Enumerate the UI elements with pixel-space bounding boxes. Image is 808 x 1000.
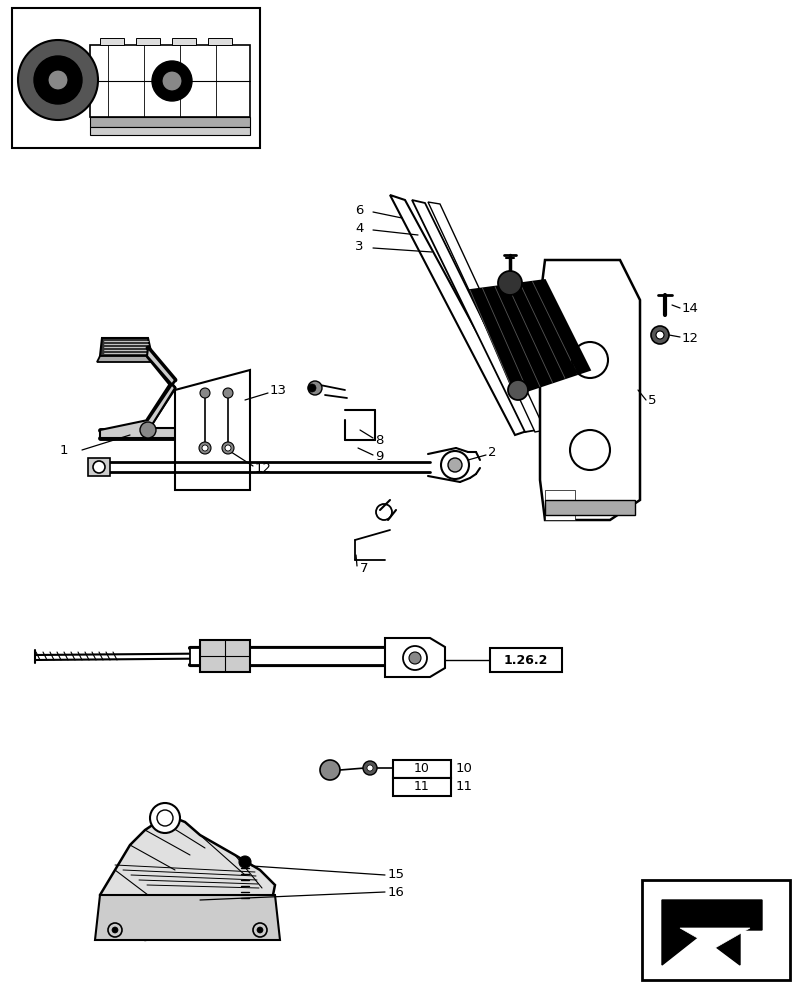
Circle shape: [498, 271, 522, 295]
Circle shape: [308, 384, 316, 392]
Text: 10: 10: [456, 762, 473, 776]
Text: 4: 4: [355, 222, 364, 234]
Bar: [490, 648, 562, 672]
Circle shape: [140, 422, 156, 438]
Bar: [545, 500, 635, 515]
Circle shape: [448, 458, 462, 472]
Circle shape: [34, 56, 82, 104]
Text: 15: 15: [388, 868, 405, 882]
Text: 1.26.2: 1.26.2: [504, 654, 548, 666]
Bar: [12, 8, 260, 148]
Text: 11: 11: [415, 780, 430, 794]
Text: 10: 10: [414, 762, 430, 776]
Circle shape: [651, 326, 669, 344]
Circle shape: [112, 927, 118, 933]
Text: 11: 11: [456, 780, 473, 794]
Polygon shape: [545, 490, 575, 520]
Circle shape: [257, 927, 263, 933]
Polygon shape: [100, 348, 182, 438]
Bar: [208, 38, 232, 45]
Circle shape: [239, 856, 251, 868]
Text: 14: 14: [682, 302, 699, 314]
Circle shape: [93, 461, 105, 473]
Circle shape: [18, 40, 98, 120]
Text: 2: 2: [488, 446, 496, 460]
Polygon shape: [190, 648, 390, 665]
Circle shape: [656, 331, 664, 339]
Circle shape: [508, 380, 528, 400]
Circle shape: [409, 652, 421, 664]
Bar: [100, 38, 124, 45]
Circle shape: [367, 765, 373, 771]
Polygon shape: [95, 895, 280, 940]
Circle shape: [225, 445, 231, 451]
Polygon shape: [100, 338, 152, 356]
Polygon shape: [540, 260, 640, 520]
Bar: [136, 117, 160, 124]
Bar: [172, 117, 196, 124]
Bar: [136, 38, 160, 45]
Circle shape: [223, 388, 233, 398]
Polygon shape: [470, 280, 590, 395]
Polygon shape: [100, 818, 275, 940]
Polygon shape: [175, 370, 250, 490]
Bar: [90, 127, 250, 135]
Bar: [100, 117, 124, 124]
Text: 6: 6: [355, 204, 364, 217]
Bar: [393, 778, 451, 796]
Circle shape: [308, 381, 322, 395]
Polygon shape: [680, 928, 750, 948]
Polygon shape: [385, 638, 445, 677]
Circle shape: [200, 388, 210, 398]
Circle shape: [162, 71, 182, 91]
Text: 8: 8: [375, 434, 383, 446]
Text: 5: 5: [648, 393, 656, 406]
Circle shape: [320, 760, 340, 780]
Bar: [88, 458, 110, 476]
Text: 9: 9: [375, 450, 383, 462]
Polygon shape: [97, 356, 155, 362]
Circle shape: [222, 442, 234, 454]
Circle shape: [363, 761, 377, 775]
Text: 12: 12: [255, 462, 272, 475]
Polygon shape: [428, 202, 545, 432]
Bar: [642, 880, 790, 980]
Text: 12: 12: [682, 332, 699, 344]
Text: 7: 7: [360, 562, 368, 574]
Polygon shape: [200, 640, 250, 672]
Bar: [172, 38, 196, 45]
Text: 13: 13: [270, 383, 287, 396]
Circle shape: [199, 442, 211, 454]
Text: 16: 16: [388, 886, 405, 898]
Text: 1: 1: [60, 444, 69, 456]
Bar: [208, 117, 232, 124]
Bar: [393, 760, 451, 778]
Bar: [90, 117, 250, 127]
Circle shape: [202, 445, 208, 451]
Polygon shape: [412, 200, 537, 432]
Circle shape: [150, 803, 180, 833]
Circle shape: [48, 70, 68, 90]
Circle shape: [152, 61, 192, 101]
Bar: [90, 45, 250, 117]
Text: 3: 3: [355, 239, 364, 252]
Polygon shape: [390, 195, 530, 435]
Polygon shape: [662, 900, 762, 965]
